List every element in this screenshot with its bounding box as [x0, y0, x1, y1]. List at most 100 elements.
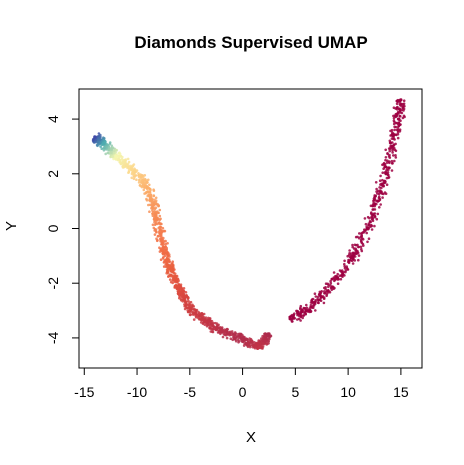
- point: [385, 183, 389, 186]
- point: [186, 296, 190, 299]
- point: [351, 243, 354, 247]
- point: [169, 274, 172, 277]
- point: [373, 224, 376, 228]
- point: [305, 303, 308, 307]
- point: [130, 176, 133, 180]
- point: [370, 215, 374, 218]
- y-tick-label: -2: [45, 277, 61, 290]
- point: [313, 292, 317, 296]
- point: [209, 322, 213, 325]
- point: [396, 130, 400, 134]
- point: [392, 119, 396, 122]
- point: [140, 185, 144, 189]
- point: [119, 158, 122, 162]
- point: [357, 245, 361, 249]
- y-tick-label: -4: [45, 331, 61, 344]
- y-axis-label: Y: [3, 221, 20, 231]
- point: [336, 276, 340, 280]
- point: [135, 178, 138, 181]
- point: [259, 339, 262, 342]
- point: [382, 167, 385, 170]
- point: [378, 189, 382, 192]
- point: [171, 281, 174, 285]
- point: [166, 264, 169, 268]
- point: [236, 332, 240, 336]
- point: [150, 203, 154, 206]
- point: [388, 149, 392, 153]
- point: [98, 136, 101, 139]
- point: [96, 140, 100, 144]
- point: [390, 128, 394, 132]
- point: [155, 231, 158, 234]
- point: [312, 306, 315, 310]
- point: [208, 319, 212, 323]
- point: [351, 254, 355, 258]
- x-tick-label: 5: [291, 384, 299, 400]
- point: [290, 320, 294, 323]
- point: [383, 191, 387, 194]
- point: [402, 99, 406, 102]
- point: [169, 267, 173, 272]
- point: [347, 258, 350, 262]
- point: [217, 330, 221, 333]
- point: [148, 183, 151, 187]
- point: [182, 290, 185, 293]
- point: [127, 160, 131, 164]
- point: [225, 336, 229, 340]
- point: [159, 247, 162, 251]
- point: [299, 313, 303, 317]
- point: [130, 168, 134, 172]
- point: [247, 342, 250, 346]
- point: [385, 176, 389, 180]
- point: [339, 277, 343, 281]
- point: [159, 258, 163, 262]
- point: [106, 151, 110, 155]
- point: [117, 155, 120, 158]
- point: [156, 218, 159, 222]
- point: [180, 288, 184, 291]
- point: [234, 335, 237, 339]
- point: [401, 103, 405, 106]
- point: [316, 301, 320, 305]
- point: [227, 333, 230, 336]
- point: [267, 342, 270, 345]
- point: [344, 270, 347, 274]
- point: [159, 217, 162, 221]
- point: [191, 310, 194, 314]
- point: [333, 279, 336, 283]
- point: [121, 161, 125, 164]
- point: [397, 124, 401, 128]
- point: [93, 140, 97, 144]
- y-tick-label: 4: [45, 115, 61, 123]
- point: [400, 108, 404, 111]
- point: [400, 104, 403, 108]
- point: [174, 284, 177, 288]
- point: [167, 275, 170, 278]
- point: [309, 310, 313, 314]
- point: [223, 330, 227, 333]
- point: [234, 332, 237, 336]
- point: [119, 160, 122, 164]
- point: [121, 155, 124, 159]
- point: [305, 306, 309, 310]
- point: [332, 271, 336, 274]
- point: [397, 117, 401, 121]
- point: [161, 248, 164, 252]
- point: [331, 277, 334, 281]
- point: [366, 240, 369, 244]
- point: [124, 158, 128, 161]
- point: [291, 316, 295, 320]
- point: [333, 277, 336, 281]
- point: [377, 196, 381, 200]
- point: [164, 259, 168, 262]
- point: [209, 327, 213, 330]
- point: [393, 159, 396, 163]
- cluster-2: [288, 98, 406, 323]
- point: [245, 337, 248, 341]
- point: [138, 178, 141, 181]
- point: [158, 214, 162, 218]
- point: [349, 252, 353, 255]
- point: [379, 174, 382, 178]
- point: [322, 296, 326, 300]
- point: [110, 147, 113, 151]
